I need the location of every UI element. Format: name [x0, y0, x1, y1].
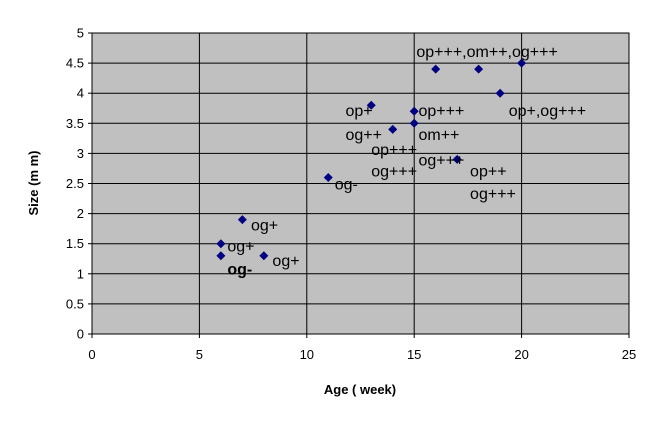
data-point [216, 251, 226, 261]
gridlines [88, 32, 630, 338]
y-tick-label: 4 [77, 86, 84, 101]
data-point [216, 239, 226, 249]
data-point [323, 172, 333, 182]
y-tick-label: 0.5 [66, 296, 84, 311]
data-points [216, 58, 527, 261]
point-annotation: og+++ [470, 186, 516, 203]
x-tick-label: 15 [407, 347, 421, 362]
data-point [388, 124, 398, 134]
point-annotation: og- [227, 261, 252, 278]
y-tick-label: 5 [77, 26, 84, 41]
x-tick-label: 25 [622, 347, 636, 362]
point-annotation: og++ [345, 127, 381, 144]
data-point [452, 154, 462, 164]
data-point [409, 118, 419, 128]
y-tick-label: 2 [77, 206, 84, 221]
point-annotation: og+ [272, 253, 299, 270]
y-tick-label: 1.5 [66, 236, 84, 251]
y-tick-label: 4.5 [66, 56, 84, 71]
data-point [517, 58, 527, 68]
x-tick-label: 10 [300, 347, 314, 362]
y-tick-label: 3 [77, 146, 84, 161]
data-point [237, 215, 247, 225]
data-point [409, 106, 419, 116]
data-point [431, 64, 441, 74]
point-annotation: og+ [227, 239, 254, 256]
tick-labels: 0 0.5 1 1.5 2 2.5 3 3.5 4 4.5 5 0 5 10 15 20 25 [66, 26, 636, 363]
x-axis-title: Age ( week) [324, 382, 396, 397]
x-tick-label: 20 [514, 347, 528, 362]
y-tick-label: 2.5 [66, 176, 84, 191]
data-point [495, 88, 505, 98]
point-annotation: og+++ [418, 152, 464, 169]
point-annotation: og+++ [371, 163, 417, 180]
x-tick-label: 5 [196, 347, 203, 362]
point-annotation: om++ [418, 127, 459, 144]
data-point [366, 100, 376, 110]
point-annotation: op+++ [418, 103, 464, 120]
y-tick-label: 0 [77, 327, 84, 342]
point-annotation: op+++ [371, 142, 417, 159]
x-tick-label: 0 [88, 347, 95, 362]
point-annotation: op+,og+++ [509, 103, 586, 120]
point-annotation: og+ [251, 217, 278, 234]
point-annotation: op+ [345, 103, 372, 120]
point-annotation: op+++,om++,og+++ [416, 44, 557, 61]
point-annotation: og- [335, 177, 358, 194]
data-point [474, 64, 484, 74]
y-tick-label: 1 [77, 266, 84, 281]
y-tick-label: 3.5 [66, 116, 84, 131]
point-annotation: op++ [470, 163, 506, 180]
point-annotations: op+++,om++,og+++ op+++ op+,og+++ op+ og++ om+… [227, 44, 586, 278]
y-axis-title: Size (m m) [26, 150, 41, 215]
data-point [259, 251, 269, 261]
